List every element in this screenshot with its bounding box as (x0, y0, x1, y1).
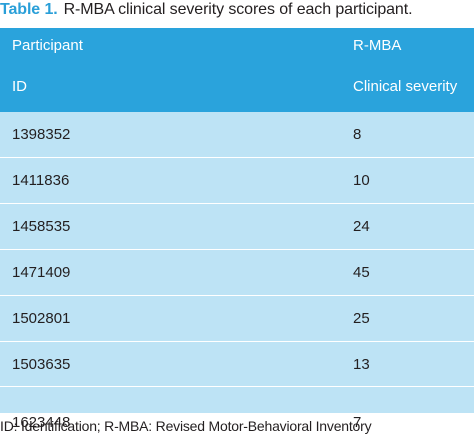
table-row: 1458535 24 (0, 204, 474, 249)
header-clinical-severity: Clinical severity (353, 78, 458, 95)
table-row: 1503635 13 (0, 342, 474, 387)
severity-score-cell: 7 (353, 414, 362, 431)
row-divider (0, 249, 474, 250)
severity-score-cell: 24 (353, 218, 370, 235)
severity-score-cell: 8 (353, 126, 362, 143)
header-id: ID (12, 78, 27, 95)
table-header: Participant ID R-MBA Clinical severity (0, 28, 474, 112)
table-label: Table 1. (0, 1, 58, 18)
header-participant: Participant (12, 37, 83, 54)
row-divider (0, 295, 474, 296)
severity-score-cell: 13 (353, 356, 370, 373)
participant-id-cell: 1458535 (12, 218, 71, 235)
table-row: 1623448 7 (0, 368, 474, 431)
severity-table: Participant ID R-MBA Clinical severity 1… (0, 28, 474, 431)
participant-id-cell: 1623448 (12, 414, 71, 431)
row-divider (0, 341, 474, 342)
table-row: 1398352 8 (0, 112, 474, 157)
table-row: 1502801 25 (0, 296, 474, 341)
participant-id-cell: 1398352 (12, 126, 71, 143)
participant-id-cell: 1503635 (12, 356, 71, 373)
severity-score-cell: 25 (353, 310, 370, 327)
table-row: 1471409 45 (0, 250, 474, 295)
row-divider (0, 157, 474, 158)
table-title: R-MBA clinical severity scores of each p… (63, 1, 413, 18)
row-divider (0, 386, 474, 387)
header-rmba: R-MBA (353, 37, 402, 54)
table-caption: Table 1. R-MBA clinical severity scores o… (0, 0, 413, 24)
table-footnote: ID: Identification; R-MBA: Revised Motor… (0, 418, 372, 434)
table-row: 1411836 10 (0, 158, 474, 203)
participant-id-cell: 1411836 (12, 172, 70, 189)
participant-id-cell: 1471409 (12, 264, 71, 281)
severity-score-cell: 10 (353, 172, 370, 189)
row-divider (0, 203, 474, 204)
participant-id-cell: 1502801 (12, 310, 71, 327)
severity-score-cell: 45 (353, 264, 370, 281)
